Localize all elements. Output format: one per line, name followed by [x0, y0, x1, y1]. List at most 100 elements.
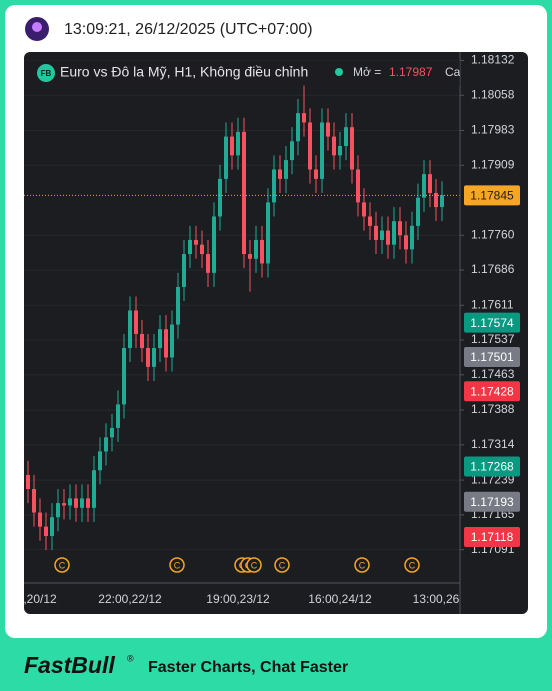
candle-body	[158, 329, 162, 349]
candle-body	[188, 239, 192, 255]
event-marker-label: C	[251, 560, 258, 570]
candle-body	[302, 113, 306, 123]
avatar-figure	[32, 22, 42, 32]
chart-title: Euro vs Đô la Mỹ, H1, Không điều chỉnh	[60, 64, 308, 80]
price-label: 1.17268	[470, 460, 514, 474]
candle-body	[92, 470, 96, 508]
candle-body	[44, 526, 48, 537]
price-label-box	[464, 526, 520, 547]
candle-body	[326, 122, 330, 137]
candle-body	[122, 348, 126, 405]
candle-body	[344, 127, 348, 146]
candle-body	[104, 437, 108, 452]
x-tick-label: 13:00,26	[413, 592, 460, 606]
candle-body	[320, 122, 324, 179]
candle-body	[194, 239, 198, 245]
event-marker	[54, 557, 70, 573]
candle-body	[50, 517, 54, 537]
candle-body	[230, 136, 234, 156]
x-tick-label: ,20/12	[23, 592, 57, 606]
candle-body	[392, 221, 396, 245]
candle-body	[278, 169, 282, 179]
event-marker-label: C	[279, 560, 286, 570]
price-label-box	[464, 381, 520, 402]
y-tick-label: 1.17760	[471, 227, 515, 241]
candle-body	[434, 192, 438, 208]
brand: FastBull	[24, 652, 115, 678]
candle-body	[338, 145, 342, 156]
candle-body	[146, 348, 150, 367]
candle-body	[116, 404, 120, 428]
event-marker-label: C	[359, 560, 366, 570]
candle-body	[242, 131, 246, 255]
candle-body	[98, 451, 102, 471]
candle-body	[422, 174, 426, 198]
candle-body	[86, 498, 90, 508]
candle-body	[224, 136, 228, 179]
candle-body	[206, 254, 210, 273]
event-marker	[246, 557, 262, 573]
legend-bg	[24, 60, 460, 86]
candle-body	[416, 197, 420, 226]
x-tick-label: 19:00,23/12	[206, 592, 270, 606]
y-tick-label: 1.17909	[471, 157, 515, 171]
candle-body	[128, 310, 132, 349]
candle-body	[296, 113, 300, 142]
candle-body	[290, 141, 294, 161]
y-tick-label: 1.17537	[471, 332, 515, 346]
price-label: 1.17428	[470, 384, 514, 398]
timestamp: 13:09:21, 26/12/2025 (UTC+07:00)	[64, 21, 313, 38]
candle-body	[38, 512, 42, 527]
open-value: 1.17987	[389, 65, 433, 79]
price-label-box	[464, 312, 520, 333]
price-label: 1.17118	[471, 530, 514, 544]
y-tick-label: 1.17686	[471, 262, 515, 276]
price-label-box	[464, 491, 520, 512]
candle-body	[134, 310, 138, 334]
candle-body	[200, 244, 204, 255]
candle-body	[350, 127, 354, 170]
plot: CCCCCCCC	[24, 59, 460, 573]
candle-body	[356, 169, 360, 203]
price-label-box	[464, 346, 520, 367]
event-marker	[274, 557, 290, 573]
candle-body	[284, 160, 288, 179]
candle-body	[236, 131, 240, 156]
event-marker	[404, 557, 420, 573]
candle-body	[80, 498, 84, 508]
candle-body	[110, 427, 114, 438]
candle-body	[68, 498, 72, 506]
event-marker-label: C	[409, 560, 416, 570]
y-tick-label: 1.17388	[471, 402, 515, 416]
candle-body	[260, 239, 264, 264]
legend: FB Euro vs Đô la Mỹ, H1, Không điều chỉn…	[24, 60, 460, 86]
candle-body	[248, 254, 252, 259]
candle-body	[368, 216, 372, 226]
candle-body	[362, 202, 366, 217]
open-label: Mở =	[353, 65, 381, 79]
candle-body	[266, 202, 270, 264]
price-label-box	[464, 185, 520, 206]
candle-body	[410, 225, 414, 250]
candle-body	[170, 324, 174, 358]
price-label-box	[464, 456, 520, 477]
event-marker	[354, 557, 370, 573]
candle-body	[212, 216, 216, 273]
candle-body	[404, 235, 408, 250]
badge-text: FB	[41, 69, 52, 78]
candle-body	[152, 348, 156, 367]
y-tick-label: 1.17983	[471, 123, 515, 137]
slogan: Faster Charts, Chat Faster	[148, 659, 348, 676]
price-label: 1.17845	[470, 188, 514, 202]
candle-body	[374, 225, 378, 240]
candle-body	[332, 136, 336, 156]
candle-body	[26, 474, 30, 490]
y-tick-label: 1.17611	[471, 297, 514, 311]
candle-body	[218, 178, 222, 217]
chart-panel	[24, 52, 528, 614]
candle-body	[428, 174, 432, 193]
candle-body	[254, 239, 258, 259]
price-label: 1.17574	[470, 316, 514, 330]
candle-body	[386, 230, 390, 245]
